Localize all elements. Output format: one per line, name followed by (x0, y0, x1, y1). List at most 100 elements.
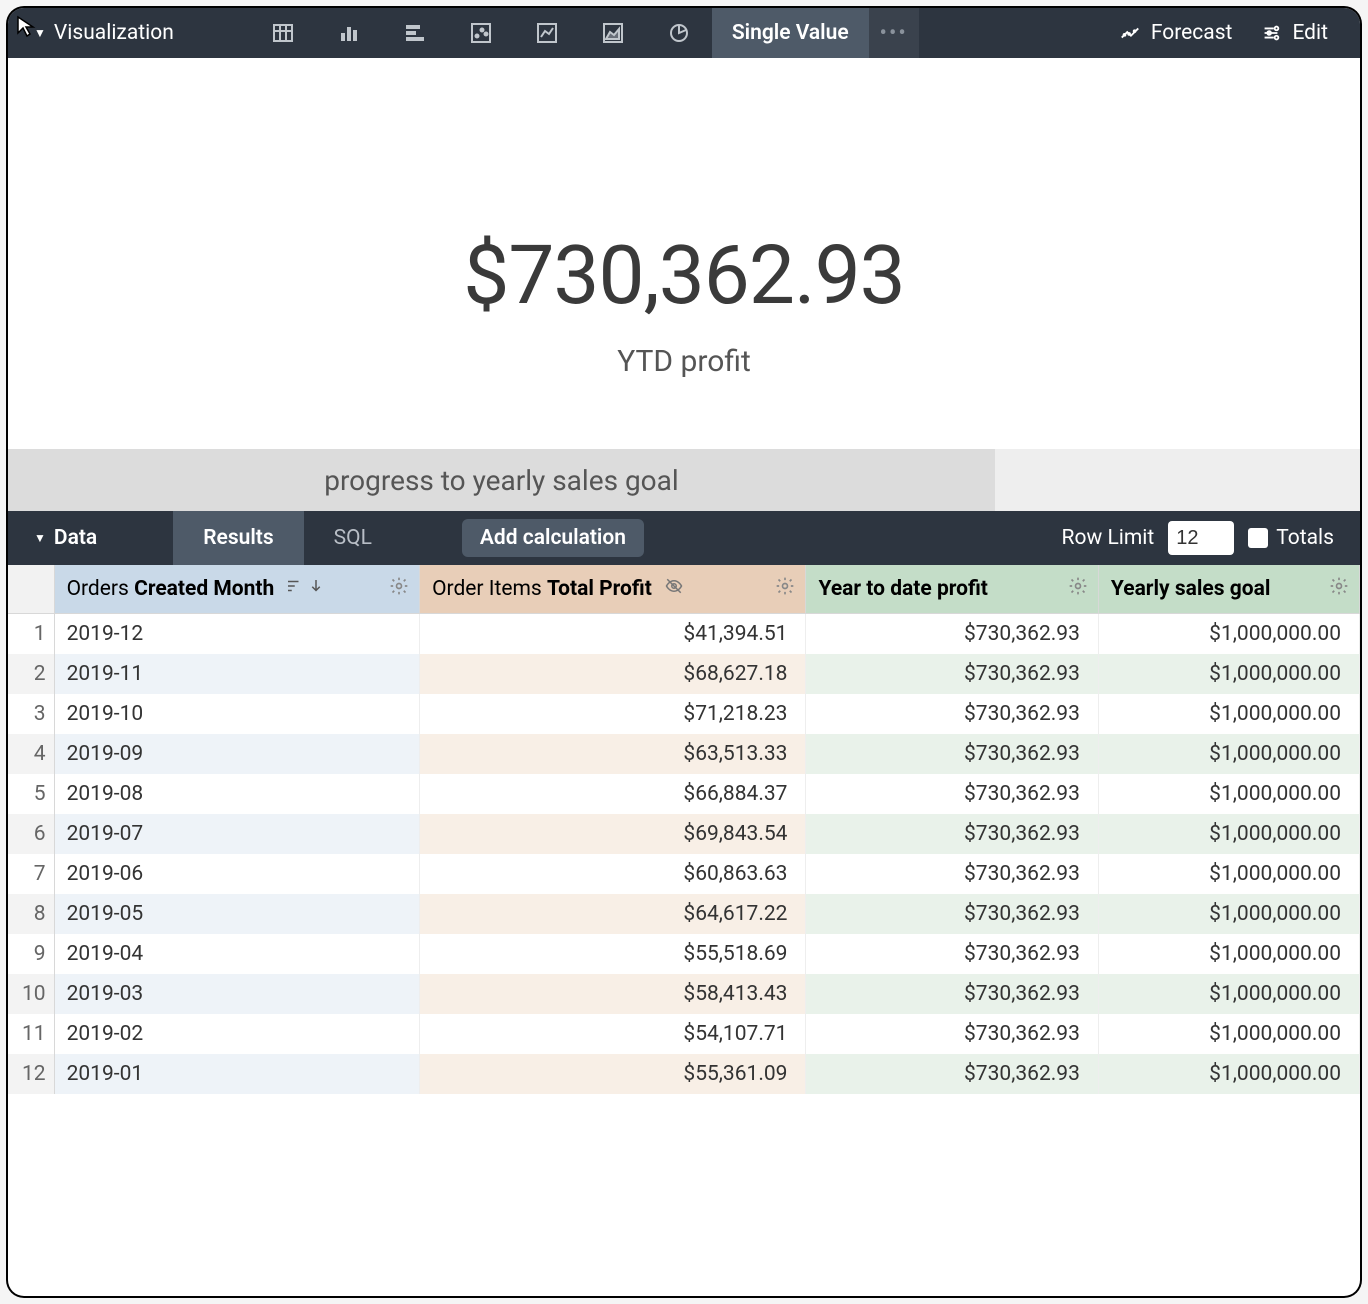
table-row[interactable]: 102019-03$58,413.43$730,362.93$1,000,000… (8, 974, 1360, 1014)
column-chart-icon[interactable] (382, 8, 448, 58)
table-body: 12019-12$41,394.51$730,362.93$1,000,000.… (8, 613, 1360, 1094)
column-header-profit[interactable]: Order Items Total Profit (420, 565, 806, 613)
table-row[interactable]: 122019-01$55,361.09$730,362.93$1,000,000… (8, 1054, 1360, 1094)
single-value-tab-label: Single Value (732, 21, 849, 45)
progress-bar-fill: progress to yearly sales goal (8, 449, 995, 511)
cell-profit: $58,413.43 (420, 974, 806, 1014)
cell-profit: $66,884.37 (420, 774, 806, 814)
forecast-label: Forecast (1151, 21, 1233, 45)
data-label: Data (54, 526, 97, 550)
cell-month: 2019-01 (54, 1054, 420, 1094)
cell-goal: $1,000,000.00 (1098, 1054, 1359, 1094)
row-number: 4 (8, 734, 54, 774)
row-number: 9 (8, 934, 54, 974)
totals-checkbox[interactable]: Totals (1248, 526, 1334, 550)
chart-type-icons (250, 8, 712, 58)
cell-month: 2019-07 (54, 814, 420, 854)
row-number: 10 (8, 974, 54, 1014)
results-tab[interactable]: Results (173, 511, 303, 565)
gear-icon[interactable] (1329, 576, 1349, 602)
forecast-button[interactable]: Forecast (1119, 21, 1233, 45)
add-calculation-button[interactable]: Add calculation (462, 519, 644, 557)
edit-button[interactable]: Edit (1260, 21, 1328, 45)
sql-tab[interactable]: SQL (304, 511, 402, 565)
cell-goal: $1,000,000.00 (1098, 934, 1359, 974)
results-table: Orders Created Month Order Items Total P… (8, 565, 1360, 1094)
table-row[interactable]: 92019-04$55,518.69$730,362.93$1,000,000.… (8, 934, 1360, 974)
table-chart-icon[interactable] (250, 8, 316, 58)
cell-goal: $1,000,000.00 (1098, 774, 1359, 814)
table-row[interactable]: 52019-08$66,884.37$730,362.93$1,000,000.… (8, 774, 1360, 814)
cell-ytd: $730,362.93 (806, 613, 1098, 654)
cell-goal: $1,000,000.00 (1098, 613, 1359, 654)
cell-profit: $55,518.69 (420, 934, 806, 974)
area-chart-icon[interactable] (580, 8, 646, 58)
table-row[interactable]: 22019-11$68,627.18$730,362.93$1,000,000.… (8, 654, 1360, 694)
cell-month: 2019-12 (54, 613, 420, 654)
cell-profit: $55,361.09 (420, 1054, 806, 1094)
data-dropdown[interactable]: ▼ Data (18, 526, 113, 550)
table-row[interactable]: 32019-10$71,218.23$730,362.93$1,000,000.… (8, 694, 1360, 734)
progress-bar: progress to yearly sales goal (8, 449, 1360, 511)
more-chart-types-button[interactable]: ••• (869, 8, 919, 58)
cell-month: 2019-02 (54, 1014, 420, 1054)
row-number-header (8, 565, 54, 613)
hidden-icon (663, 577, 685, 595)
cell-profit: $41,394.51 (420, 613, 806, 654)
table-row[interactable]: 12019-12$41,394.51$730,362.93$1,000,000.… (8, 613, 1360, 654)
cell-profit: $63,513.33 (420, 734, 806, 774)
table-row[interactable]: 42019-09$63,513.33$730,362.93$1,000,000.… (8, 734, 1360, 774)
single-value-number: $730,362.93 (8, 228, 1360, 324)
cell-ytd: $730,362.93 (806, 894, 1098, 934)
visualization-dropdown[interactable]: ▼ Visualization (18, 21, 190, 45)
gear-icon[interactable] (389, 576, 409, 602)
column-header-goal[interactable]: Yearly sales goal (1098, 565, 1359, 613)
row-number: 5 (8, 774, 54, 814)
checkbox-box (1248, 528, 1268, 548)
cell-month: 2019-03 (54, 974, 420, 1014)
settings-icon (1260, 22, 1282, 44)
single-value-label: YTD profit (8, 344, 1360, 379)
cell-ytd: $730,362.93 (806, 774, 1098, 814)
table-row[interactable]: 72019-06$60,863.63$730,362.93$1,000,000.… (8, 854, 1360, 894)
gear-icon[interactable] (775, 576, 795, 602)
cell-profit: $71,218.23 (420, 694, 806, 734)
edit-label: Edit (1292, 21, 1328, 45)
cell-profit: $69,843.54 (420, 814, 806, 854)
cell-ytd: $730,362.93 (806, 814, 1098, 854)
cell-ytd: $730,362.93 (806, 934, 1098, 974)
row-number: 1 (8, 613, 54, 654)
arrow-down-icon (307, 577, 325, 595)
bar-chart-icon[interactable] (316, 8, 382, 58)
cell-ytd: $730,362.93 (806, 654, 1098, 694)
column-name: Year to date profit (818, 577, 987, 601)
sort-indicator (285, 577, 325, 595)
cell-profit: $60,863.63 (420, 854, 806, 894)
pie-chart-icon[interactable] (646, 8, 712, 58)
data-toolbar: ▼ Data Results SQL Add calculation Row L… (8, 511, 1360, 565)
cell-ytd: $730,362.93 (806, 854, 1098, 894)
row-number: 3 (8, 694, 54, 734)
column-header-ytd[interactable]: Year to date profit (806, 565, 1098, 613)
cell-month: 2019-06 (54, 854, 420, 894)
line-chart-icon[interactable] (514, 8, 580, 58)
cell-month: 2019-11 (54, 654, 420, 694)
table-row[interactable]: 62019-07$69,843.54$730,362.93$1,000,000.… (8, 814, 1360, 854)
single-value-tab[interactable]: Single Value (712, 8, 869, 58)
table-row[interactable]: 82019-05$64,617.22$730,362.93$1,000,000.… (8, 894, 1360, 934)
cell-profit: $54,107.71 (420, 1014, 806, 1054)
gear-icon[interactable] (1068, 576, 1088, 602)
viz-toolbar-right: Forecast Edit (1119, 21, 1350, 45)
column-header-month[interactable]: Orders Created Month (54, 565, 420, 613)
single-value-visualization: $730,362.93 YTD profit (8, 58, 1360, 449)
cell-month: 2019-05 (54, 894, 420, 934)
totals-label: Totals (1276, 526, 1334, 550)
scatter-chart-icon[interactable] (448, 8, 514, 58)
visualization-toolbar: ▼ Visualization (8, 8, 1360, 58)
table-row[interactable]: 112019-02$54,107.71$730,362.93$1,000,000… (8, 1014, 1360, 1054)
column-prefix: Order Items (432, 577, 547, 601)
row-number: 6 (8, 814, 54, 854)
row-limit-label: Row Limit (1062, 526, 1155, 550)
chevron-down-icon: ▼ (34, 26, 46, 40)
row-limit-input[interactable] (1168, 521, 1234, 555)
